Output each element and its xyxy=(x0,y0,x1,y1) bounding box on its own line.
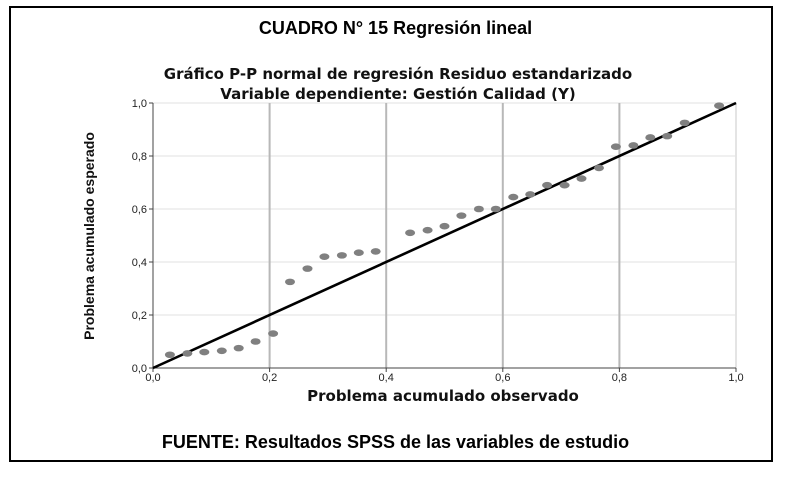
data-point xyxy=(233,344,244,352)
data-point xyxy=(628,142,639,149)
data-point xyxy=(353,249,364,257)
data-point xyxy=(164,351,175,359)
data-point xyxy=(268,330,279,337)
caption-title: CUADRO N° 15 Regresión lineal xyxy=(258,18,533,38)
data-point xyxy=(439,222,450,230)
y-tick-label: 0,8 xyxy=(132,151,147,163)
y-axis-label: Problema acumulado esperado xyxy=(81,132,97,340)
data-point xyxy=(542,181,553,189)
data-point xyxy=(679,119,690,127)
data-point xyxy=(525,191,536,198)
data-point xyxy=(714,102,725,109)
data-point xyxy=(456,212,467,219)
y-tick-label: 0,0 xyxy=(132,363,147,375)
data-point xyxy=(662,132,673,140)
y-tick-label: 0,2 xyxy=(132,310,147,322)
data-point xyxy=(405,229,416,237)
data-point xyxy=(593,164,604,172)
y-tick-label: 0,4 xyxy=(132,257,147,269)
y-tick-label: 1,0 xyxy=(132,98,147,110)
data-point xyxy=(285,278,296,286)
chart-subtitle: Variable dependiente: Gestión Calidad (Y… xyxy=(220,85,575,103)
data-point xyxy=(250,338,261,345)
data-point xyxy=(336,252,347,259)
data-point xyxy=(199,348,210,356)
data-point xyxy=(422,226,433,234)
x-tick-label: 0,2 xyxy=(262,372,277,384)
x-axis-label: Problema acumulado observado xyxy=(307,387,579,405)
data-point xyxy=(182,350,193,357)
x-tick-label: 0,6 xyxy=(495,372,510,384)
x-tick-label: 0,8 xyxy=(612,372,627,384)
data-point xyxy=(559,181,570,189)
data-point xyxy=(576,175,587,182)
reference-line xyxy=(152,101,737,370)
data-point xyxy=(610,143,621,151)
x-tick-label: 0,4 xyxy=(379,372,394,384)
data-point xyxy=(319,253,330,260)
caption-source: FUENTE: Resultados SPSS de las variables… xyxy=(161,432,630,452)
data-point xyxy=(490,205,501,213)
x-tick-label: 0,0 xyxy=(145,372,160,384)
data-point xyxy=(302,265,313,272)
data-point xyxy=(216,347,227,355)
data-point xyxy=(508,193,519,201)
x-tick-label: 1,0 xyxy=(728,372,743,384)
y-tick-label: 0,6 xyxy=(132,204,147,216)
chart-title: Gráfico P-P normal de regresión Residuo … xyxy=(164,65,632,83)
data-point xyxy=(645,134,656,141)
data-point xyxy=(370,248,381,255)
data-point xyxy=(473,205,484,213)
